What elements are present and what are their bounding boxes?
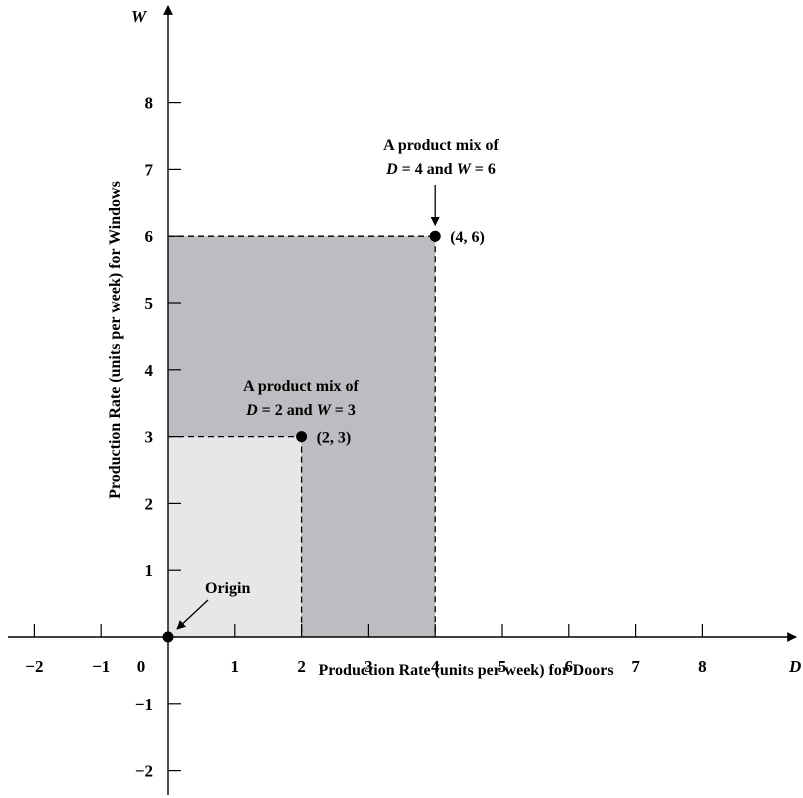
y-tick-label: 5 xyxy=(145,294,154,313)
y-tick-label: 6 xyxy=(145,227,154,246)
annotations: Origin A product mix of D = 4 and W = 6 A p… xyxy=(176,137,500,630)
x-tick-label: 8 xyxy=(698,657,707,676)
y-axis-title: Production Rate (units per week) for Win… xyxy=(107,181,124,499)
annotation-mix23-line2: D = 2 and W = 3 xyxy=(245,402,356,419)
x-tick-label: 3 xyxy=(364,657,373,676)
axes xyxy=(8,5,797,795)
tick-label-origin: 0 xyxy=(137,657,146,676)
annotation-mix46-line2: D = 4 and W = 6 xyxy=(385,161,496,178)
guide-lines xyxy=(168,235,436,637)
x-tick-label: −2 xyxy=(25,657,43,676)
annotation-mix46-line1: A product mix of xyxy=(383,137,499,154)
x-tick-label: −1 xyxy=(92,657,110,676)
shaded-region-2 xyxy=(168,436,302,637)
x-axis-title: Production Rate (units per week) for Doo… xyxy=(318,662,613,679)
x-tick-label: 1 xyxy=(231,657,240,676)
point-label: (2, 3) xyxy=(317,430,352,447)
x-tick-label: 7 xyxy=(631,657,640,676)
data-point xyxy=(296,431,308,443)
data-point xyxy=(162,631,174,643)
y-tick-label: −1 xyxy=(135,695,153,714)
x-tick-label: 4 xyxy=(431,657,440,676)
annotation-origin: Origin xyxy=(205,580,250,597)
y-tick-label: 2 xyxy=(145,494,154,513)
y-tick-label: 1 xyxy=(145,561,154,580)
x-tick-label: 6 xyxy=(565,657,574,676)
ticks: −2 −1 1 2 3 4 5 6 7 8 −2 −1 1 2 3 4 5 6 7 8 xyxy=(25,94,706,781)
y-tick-label: 7 xyxy=(145,160,154,179)
data-point xyxy=(429,230,441,242)
point-label: (4, 6) xyxy=(450,229,485,246)
y-axis-variable: W xyxy=(131,7,148,26)
points: (2, 3) (4, 6) xyxy=(162,229,485,643)
y-tick-label: 3 xyxy=(145,428,154,447)
annotation-mix23-line1: A product mix of xyxy=(243,378,359,395)
y-tick-label: −2 xyxy=(135,762,153,781)
y-tick-label: 4 xyxy=(145,361,154,380)
y-tick-label: 8 xyxy=(145,94,154,113)
x-tick-label: 5 xyxy=(498,657,507,676)
x-axis-variable: D xyxy=(788,657,801,676)
x-tick-label: 2 xyxy=(297,657,306,676)
annotation-origin-arrow xyxy=(176,599,209,630)
